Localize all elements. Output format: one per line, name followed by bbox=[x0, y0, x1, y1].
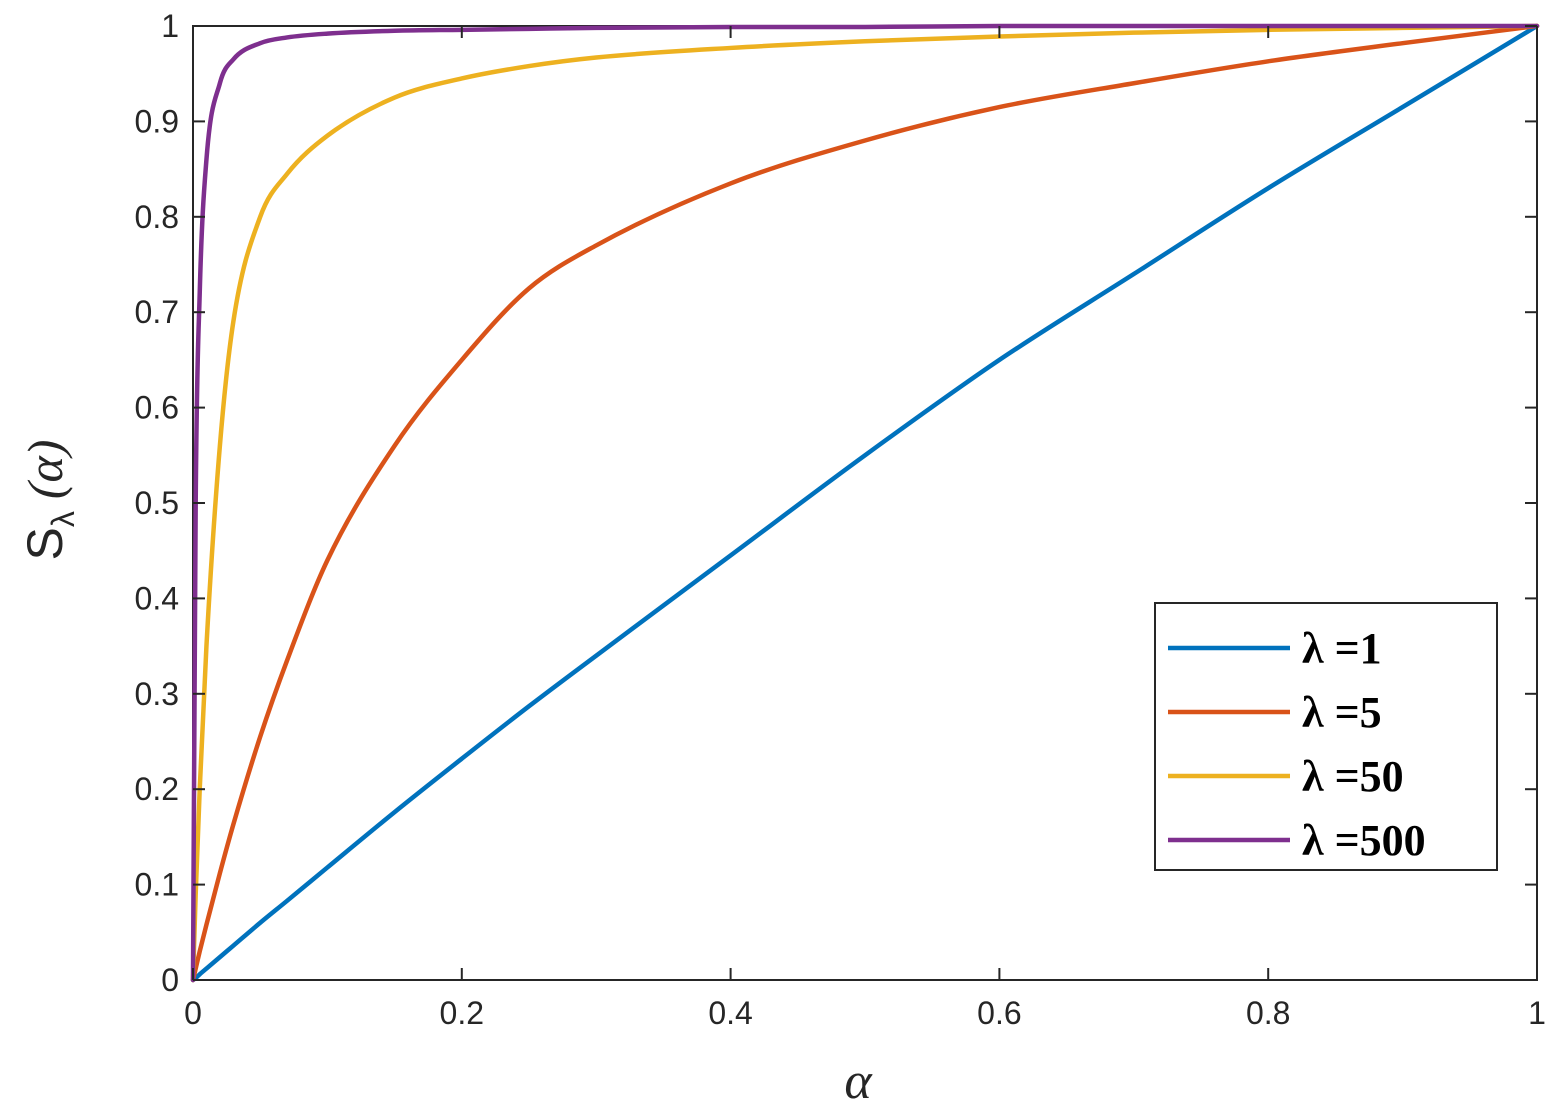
y-tick-label: 0.9 bbox=[135, 103, 179, 139]
series-line-0 bbox=[190, 23, 1540, 983]
y-tick-label: 0.6 bbox=[135, 390, 179, 426]
y-tick-label: 0.8 bbox=[135, 199, 179, 235]
legend-label-2: λ =50 bbox=[1302, 752, 1404, 801]
y-tick-labels: 0 0.1 0.2 0.3 0.4 0.5 0.6 0.7 0.8 0.9 1 bbox=[135, 8, 179, 998]
y-tick-label: 0.4 bbox=[135, 580, 179, 616]
legend-label-0: λ =1 bbox=[1302, 624, 1382, 673]
y-tick-label: 0.2 bbox=[135, 771, 179, 807]
x-tick-label: 0 bbox=[184, 995, 202, 1031]
series-line-2 bbox=[190, 23, 1540, 983]
y-axis-label-sub: λ bbox=[45, 511, 81, 527]
y-tick-label: 0.5 bbox=[135, 485, 179, 521]
x-tick-label: 1 bbox=[1528, 995, 1546, 1031]
y-tick-label: 1 bbox=[161, 8, 179, 44]
series-group bbox=[190, 23, 1540, 983]
legend-items: λ =1 λ =5 λ =50 λ =500 bbox=[1168, 624, 1426, 865]
x-tick-label: 0.2 bbox=[440, 995, 484, 1031]
y-axis-label-main: S bbox=[17, 527, 73, 560]
x-axis-label: α bbox=[844, 1053, 873, 1110]
y-tick-label: 0.7 bbox=[135, 294, 179, 330]
y-axis-label: Sλ (α) bbox=[17, 440, 81, 561]
y-tick-label: 0.3 bbox=[135, 676, 179, 712]
y-tick-label: 0 bbox=[161, 962, 179, 998]
x-tick-label: 0.4 bbox=[708, 995, 752, 1031]
series-line-1 bbox=[190, 23, 1540, 983]
x-tick-label: 0.8 bbox=[1246, 995, 1290, 1031]
legend-label-1: λ =5 bbox=[1302, 688, 1382, 737]
x-tick-label: 0.6 bbox=[977, 995, 1021, 1031]
x-tick-labels: 0 0.2 0.4 0.6 0.8 1 bbox=[184, 995, 1546, 1031]
y-tick-label: 0.1 bbox=[135, 867, 179, 903]
y-axis-label-arg: (α) bbox=[17, 440, 73, 500]
legend: λ =1 λ =5 λ =50 λ =500 bbox=[1154, 602, 1498, 871]
series-line-3 bbox=[190, 23, 1540, 983]
legend-label-3: λ =500 bbox=[1302, 816, 1426, 865]
ticks-group bbox=[192, 25, 1538, 981]
